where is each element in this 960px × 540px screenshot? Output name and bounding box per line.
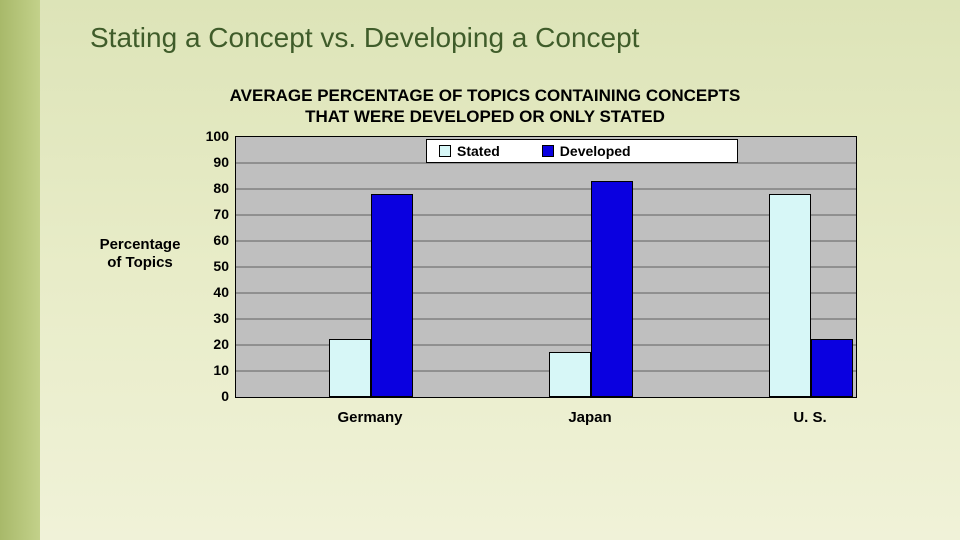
slide: Stating a Concept vs. Developing a Conce… <box>0 0 960 540</box>
ylabel-line1: Percentage <box>100 236 181 253</box>
bars <box>236 137 856 397</box>
bar-japan-stated <box>549 352 591 396</box>
chart-title: AVERAGE PERCENTAGE OF TOPICS CONTAINING … <box>95 85 875 128</box>
bar-us-developed <box>811 339 853 396</box>
ytick-100: 100 <box>189 128 229 144</box>
ytick-10: 10 <box>189 362 229 378</box>
legend: Stated Developed <box>426 139 738 163</box>
xlabel-us: U. S. <box>793 409 826 426</box>
ytick-80: 80 <box>189 180 229 196</box>
ylabel-line2: of Topics <box>107 254 173 271</box>
bar-germany-stated <box>329 339 371 396</box>
xlabel-germany: Germany <box>337 409 402 426</box>
ytick-90: 90 <box>189 154 229 170</box>
ytick-20: 20 <box>189 336 229 352</box>
ytick-70: 70 <box>189 206 229 222</box>
bar-us-stated <box>769 194 811 397</box>
slide-title: Stating a Concept vs. Developing a Conce… <box>90 22 639 54</box>
ytick-60: 60 <box>189 232 229 248</box>
legend-label-developed: Developed <box>560 143 631 159</box>
ytick-40: 40 <box>189 284 229 300</box>
ytick-30: 30 <box>189 310 229 326</box>
chart: AVERAGE PERCENTAGE OF TOPICS CONTAINING … <box>95 85 875 465</box>
chart-title-line2: THAT WERE DEVELOPED OR ONLY STATED <box>305 107 665 126</box>
xlabel-japan: Japan <box>568 409 611 426</box>
y-axis-label: Percentage of Topics <box>85 236 195 272</box>
bar-germany-developed <box>371 194 413 397</box>
chart-title-line1: AVERAGE PERCENTAGE OF TOPICS CONTAINING … <box>230 86 741 105</box>
accent-stripe <box>0 0 40 540</box>
ytick-0: 0 <box>189 388 229 404</box>
legend-swatch-developed <box>542 145 554 157</box>
plot-area: Stated Developed <box>235 136 857 398</box>
chart-body: Percentage of Topics 0 10 20 30 40 50 60 70 80 90… <box>95 136 875 436</box>
legend-swatch-stated <box>439 145 451 157</box>
bar-japan-developed <box>591 181 633 397</box>
ytick-50: 50 <box>189 258 229 274</box>
legend-label-stated: Stated <box>457 143 500 159</box>
